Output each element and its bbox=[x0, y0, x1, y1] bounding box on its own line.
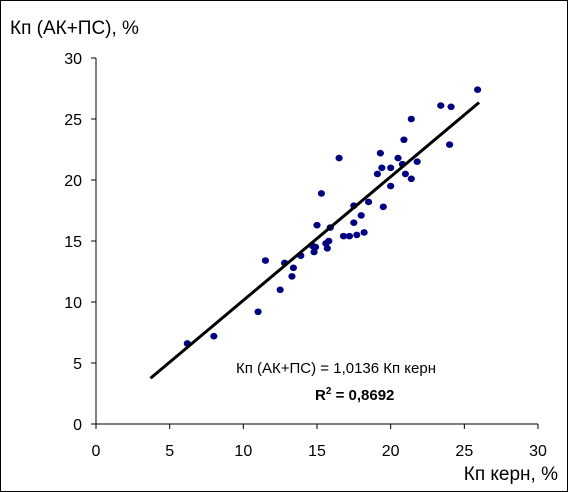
data-point bbox=[446, 141, 454, 148]
data-point bbox=[373, 170, 382, 178]
y-tick-group: 0 5 10 15 20 25 30 bbox=[64, 51, 96, 434]
data-point bbox=[323, 245, 331, 252]
data-point bbox=[394, 154, 402, 162]
data-point bbox=[339, 232, 348, 240]
x-tick-label: 15 bbox=[308, 443, 326, 460]
data-point bbox=[317, 190, 326, 197]
x-tick-label: 25 bbox=[455, 443, 473, 460]
data-point bbox=[364, 198, 373, 206]
x-tick-group: 0 5 10 15 20 25 30 bbox=[92, 424, 547, 460]
data-point bbox=[289, 264, 298, 272]
data-point bbox=[357, 212, 365, 219]
data-point bbox=[288, 273, 296, 280]
y-tick-label: 15 bbox=[64, 234, 82, 251]
y-tick-label: 20 bbox=[64, 173, 82, 190]
data-point bbox=[473, 86, 482, 94]
data-point bbox=[353, 231, 361, 239]
y-tick-label: 0 bbox=[73, 417, 82, 434]
data-point bbox=[447, 103, 455, 111]
data-point bbox=[376, 149, 384, 157]
data-points bbox=[183, 86, 482, 347]
y-tick-label: 25 bbox=[64, 112, 82, 129]
y-tick-label: 10 bbox=[64, 295, 82, 312]
r-squared-prefix: R bbox=[315, 387, 326, 404]
data-point bbox=[379, 203, 387, 211]
x-axis-label: Кп керн, % bbox=[464, 464, 558, 485]
data-point bbox=[387, 182, 395, 190]
data-point bbox=[437, 102, 445, 109]
data-point bbox=[276, 286, 284, 294]
data-point bbox=[407, 175, 415, 183]
y-axis-label: Кп (АК+ПС), % bbox=[10, 18, 139, 39]
x-tick-label: 5 bbox=[165, 443, 174, 460]
data-point bbox=[350, 219, 358, 226]
x-tick-label: 30 bbox=[529, 443, 547, 460]
data-point bbox=[387, 164, 395, 172]
data-point bbox=[407, 115, 415, 123]
r-squared-label: R2 = 0,8692 bbox=[315, 386, 394, 404]
r-squared-superscript: 2 bbox=[326, 386, 332, 397]
data-point bbox=[210, 332, 218, 340]
data-point bbox=[335, 154, 343, 162]
r-squared-value: = 0,8692 bbox=[331, 387, 394, 404]
x-tick-label: 10 bbox=[234, 443, 252, 460]
data-point bbox=[401, 170, 409, 178]
data-point bbox=[400, 136, 408, 144]
regression-equation: Кп (АК+ПС) = 1,0136 Кп керн bbox=[236, 360, 436, 377]
data-point bbox=[360, 229, 368, 236]
data-point bbox=[254, 308, 262, 316]
x-tick-label: 20 bbox=[382, 443, 400, 460]
data-point bbox=[413, 158, 421, 165]
y-tick-label: 5 bbox=[73, 356, 82, 373]
data-point bbox=[313, 221, 321, 229]
trendline bbox=[149, 101, 481, 380]
data-point bbox=[378, 164, 386, 172]
x-tick-label: 0 bbox=[92, 443, 101, 460]
data-point bbox=[261, 257, 270, 264]
data-point bbox=[345, 232, 354, 240]
data-point bbox=[325, 237, 333, 245]
y-tick-label: 30 bbox=[64, 51, 82, 68]
